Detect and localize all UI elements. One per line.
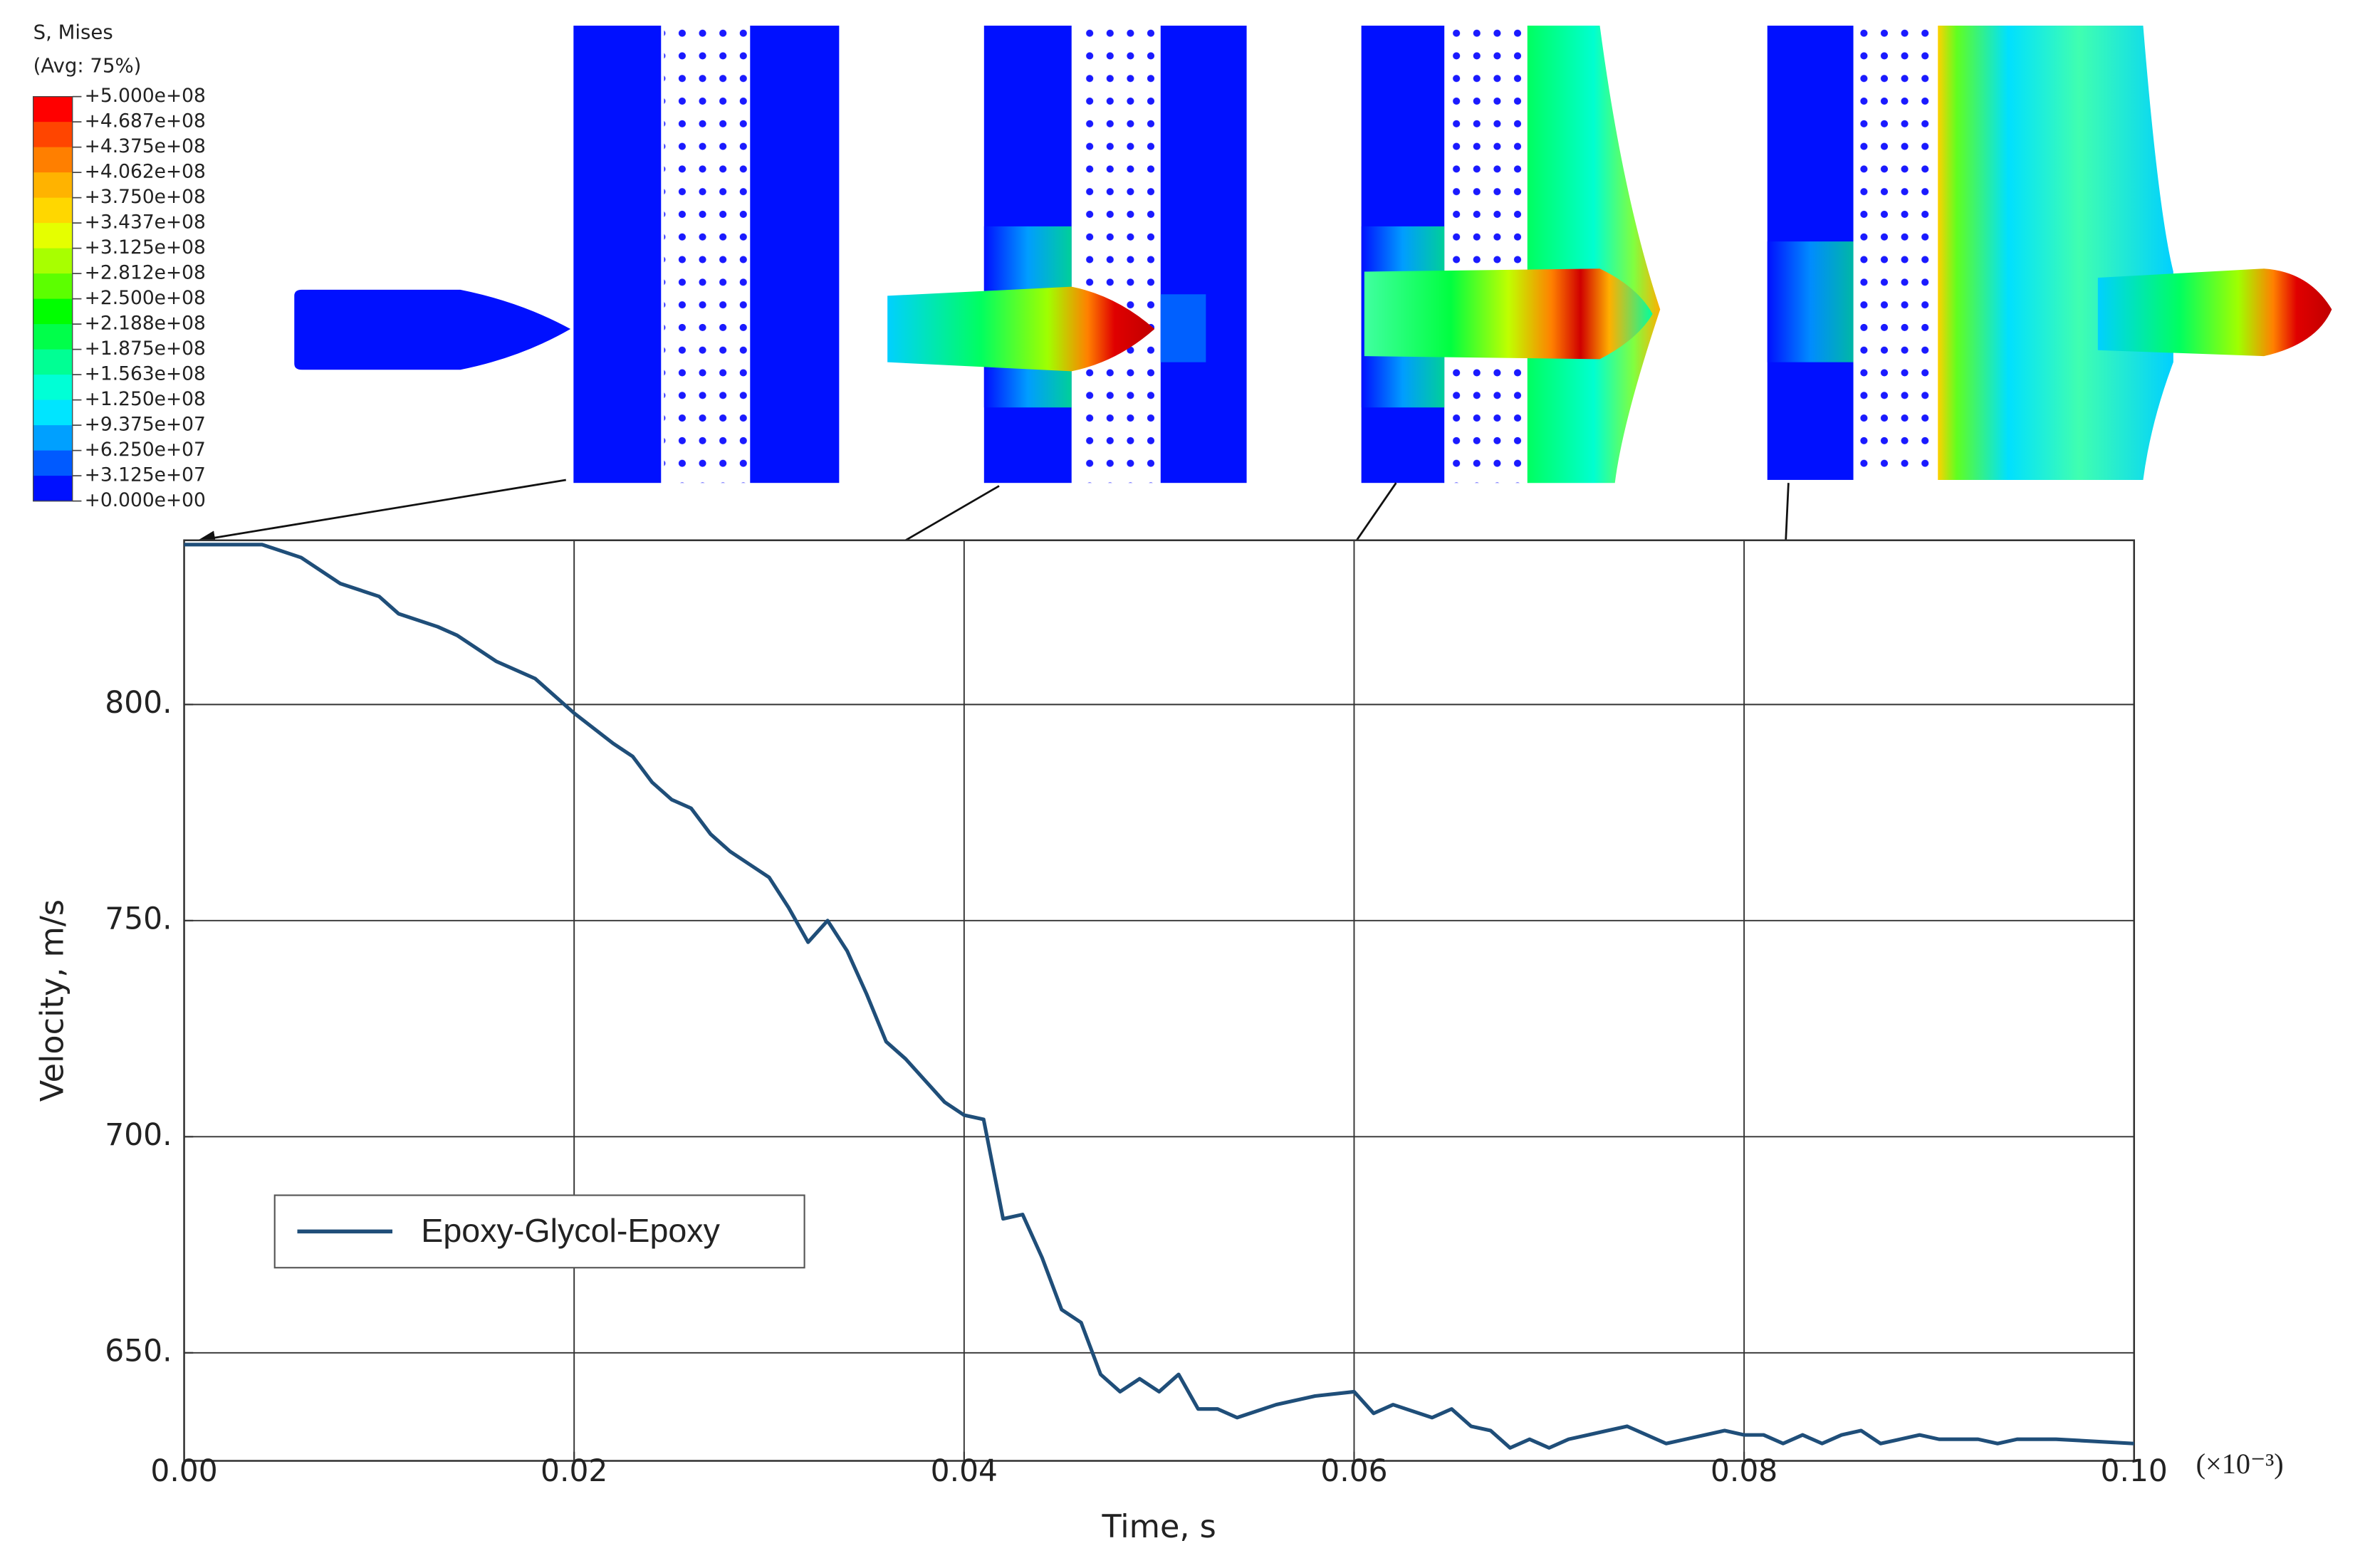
colorbar-band: [33, 147, 73, 173]
colorbar-band: [33, 223, 73, 249]
snapshots: [294, 26, 2332, 484]
y-axis-label: Velocity, m/s: [34, 899, 71, 1102]
x-tick-label: 0.04: [931, 1453, 998, 1488]
colorbar-label: +2.812e+08: [85, 262, 206, 284]
y-tick-label: 800.: [105, 685, 172, 720]
colorbar-label: +0.000e+00: [85, 489, 206, 511]
y-tick-label: 650.: [105, 1333, 172, 1368]
colorbar-band: [33, 298, 73, 325]
y-tick-label: 750.: [105, 901, 172, 936]
colorbar-band: [33, 375, 73, 401]
colorbar-label: +4.687e+08: [85, 110, 206, 132]
colorbar-band: [33, 172, 73, 199]
colorbar-label: +4.375e+08: [85, 135, 206, 157]
colorbar-label: +4.062e+08: [85, 161, 206, 183]
colorbar-subtitle: (Avg: 75%): [33, 54, 142, 77]
colorbar-label: +3.437e+08: [85, 211, 206, 234]
colorbar-label: +6.250e+07: [85, 439, 206, 461]
colorbar-band: [33, 273, 73, 300]
x-tick-label: 0.02: [541, 1453, 607, 1488]
colorbar-band: [33, 476, 73, 502]
colorbar-label: +1.563e+08: [85, 363, 206, 385]
colorbar-band: [33, 197, 73, 224]
legend-label: Epoxy-Glycol-Epoxy: [421, 1212, 720, 1249]
colorbar-title: S, Mises: [33, 21, 113, 44]
colorbar-label: +1.250e+08: [85, 388, 206, 410]
colorbar-band: [33, 122, 73, 148]
colorbar-label: +9.375e+07: [85, 414, 206, 436]
colorbar-band: [33, 248, 73, 274]
colorbar-label: +3.125e+07: [85, 464, 206, 486]
colorbar-label: +1.875e+08: [85, 338, 206, 360]
colorbar-label: +2.500e+08: [85, 287, 206, 309]
colorbar-band: [33, 324, 73, 350]
colorbar-label: +3.750e+08: [85, 186, 206, 208]
colorbar-label: +2.188e+08: [85, 313, 206, 335]
legend: Epoxy-Glycol-Epoxy: [273, 1194, 805, 1269]
colorbar-band: [33, 399, 73, 426]
colorbar-band: [33, 349, 73, 375]
x-tick-label: 0.10: [2101, 1453, 2168, 1488]
plot-area: [183, 539, 2136, 1462]
x-axis-label: Time, s: [1101, 1509, 1216, 1545]
y-tick-label: 700.: [105, 1117, 172, 1152]
x-tick-label: 0.08: [1711, 1453, 1777, 1488]
colorbar-band: [33, 96, 73, 122]
colorbar-band: [33, 450, 73, 476]
data-line: [184, 543, 2134, 1450]
colorbar-label: +5.000e+08: [85, 85, 206, 107]
x-multiplier: (×10⁻³): [2196, 1448, 2284, 1480]
colorbar-band: [33, 425, 73, 451]
x-tick-label: 0.00: [150, 1453, 217, 1488]
x-tick-label: 0.06: [1320, 1453, 1387, 1488]
colorbar-label: +3.125e+08: [85, 236, 206, 258]
